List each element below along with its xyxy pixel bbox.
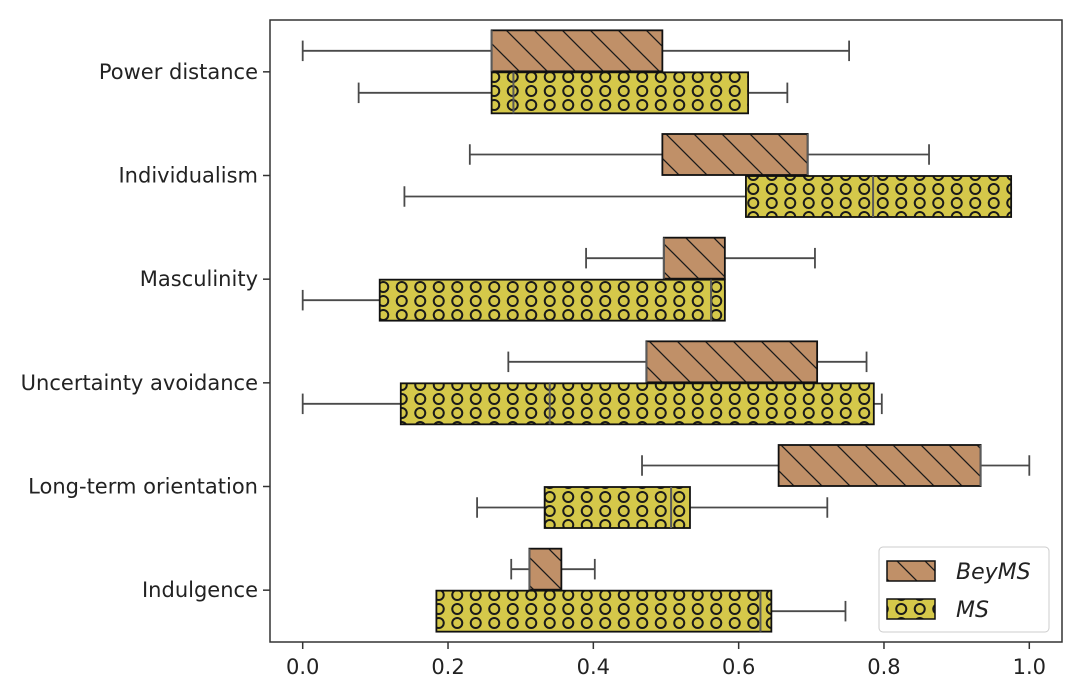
x-tick-label: 1.0 xyxy=(1013,655,1046,679)
box-ms-uncertainty-avoidance xyxy=(301,382,883,426)
y-tick-label-masculinity: Masculinity xyxy=(140,267,258,291)
box-hatch xyxy=(777,444,982,487)
plot-area: 0.0 0.2 0.4 0.6 0.8 1.0 Power distance Individu… xyxy=(21,19,1063,679)
box-hatch xyxy=(490,71,750,115)
box-hatch xyxy=(745,175,1013,218)
box-beyms-long-term-orientation xyxy=(641,444,1031,487)
box-beyms-indulgence xyxy=(510,547,596,591)
box-hatch xyxy=(528,547,563,591)
box-hatch xyxy=(490,29,664,73)
y-tick-label-uncertainty-avoidance: Uncertainty avoidance xyxy=(21,371,258,395)
box-beyms-individualism xyxy=(468,133,930,176)
box-ms-masculinity xyxy=(301,278,726,322)
box-hatch xyxy=(543,486,691,529)
box-hatch xyxy=(645,340,819,384)
box-hatch xyxy=(399,382,875,426)
x-tick-label: 0.6 xyxy=(722,655,755,679)
y-tick-label-indulgence: Indulgence xyxy=(142,578,258,602)
legend-label-ms: MS xyxy=(956,598,989,623)
box-ms-long-term-orientation xyxy=(476,486,829,529)
legend: BeyMS MS xyxy=(878,546,1050,633)
x-tick-label: 0.0 xyxy=(286,655,319,679)
legend-entry-beyms: BeyMS xyxy=(886,560,1031,585)
x-tick-label: 0.8 xyxy=(867,655,900,679)
legend-label-beyms: BeyMS xyxy=(956,560,1031,585)
y-tick-label-power-distance: Power distance xyxy=(99,60,258,84)
box-beyms-masculinity xyxy=(585,236,816,280)
box-beyms-power-distance xyxy=(301,29,851,73)
y-tick-label-long-term-orientation: Long-term orientation xyxy=(28,475,258,499)
legend-swatch-hatch-ms xyxy=(886,598,936,620)
legend-entry-ms: MS xyxy=(886,598,989,623)
plot-frame xyxy=(269,19,1063,643)
x-tick-label: 0.2 xyxy=(431,655,464,679)
box-ms-individualism xyxy=(403,175,1013,218)
box-hatch xyxy=(661,133,809,176)
box-ms-indulgence xyxy=(435,589,847,633)
box-hatch xyxy=(662,236,726,280)
box-hatch xyxy=(378,278,726,322)
box-beyms-uncertainty-avoidance xyxy=(507,340,868,384)
legend-swatch-hatch-beyms xyxy=(886,560,936,582)
box-hatch xyxy=(435,589,773,633)
y-tick-label-individualism: Individualism xyxy=(118,164,258,188)
x-tick-label: 0.4 xyxy=(577,655,610,679)
box-ms-power-distance xyxy=(357,71,789,115)
